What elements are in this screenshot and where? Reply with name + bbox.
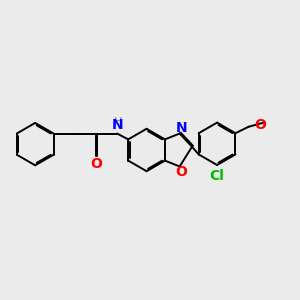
Text: O: O: [90, 157, 102, 171]
Text: Cl: Cl: [210, 169, 224, 182]
Text: O: O: [254, 118, 266, 132]
Text: O: O: [175, 165, 187, 179]
Text: N: N: [112, 118, 124, 132]
Text: N: N: [175, 121, 187, 135]
Text: H: H: [113, 117, 122, 127]
